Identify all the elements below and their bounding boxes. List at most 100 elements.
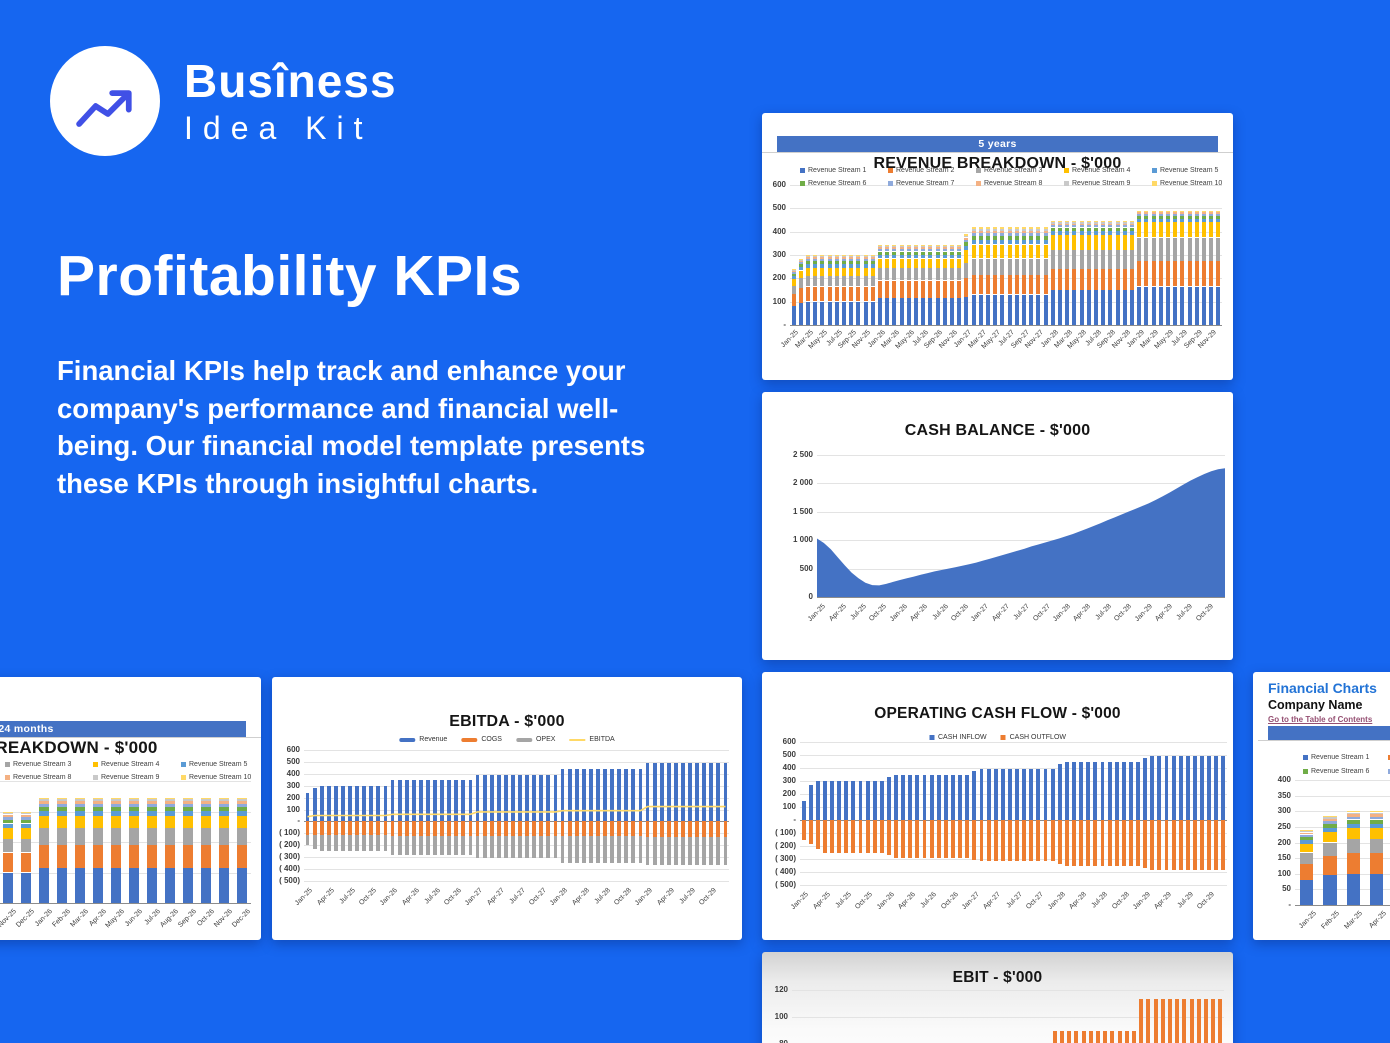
bar-segment xyxy=(885,247,890,249)
bar-segment xyxy=(1014,228,1019,231)
bar-segment xyxy=(1065,227,1070,231)
bar-segment xyxy=(942,280,947,298)
bar-segment xyxy=(489,836,494,859)
card-financial-charts: Financial Charts Company Name Go to the … xyxy=(1253,672,1390,940)
bar-segment xyxy=(681,763,685,822)
bar-segment xyxy=(182,828,194,845)
bar-segment xyxy=(877,245,883,247)
bar-segment xyxy=(957,267,962,281)
bar-segment xyxy=(1029,768,1034,820)
bar-segment xyxy=(1144,214,1149,216)
bar-segment xyxy=(1103,1030,1108,1043)
bar-segment xyxy=(851,781,856,820)
card-ebit: EBIT - $'000 12010080Jan-25Apr-25Jul-25O… xyxy=(762,952,1233,1043)
bar-segment xyxy=(971,228,976,231)
bar-segment xyxy=(1201,222,1207,238)
bar-segment xyxy=(841,261,847,265)
bar-segment xyxy=(913,267,919,281)
bar-segment xyxy=(681,821,685,837)
legend-label: Revenue Stream 3 xyxy=(13,761,72,768)
bar-segment xyxy=(844,820,849,853)
bar-segment xyxy=(1122,225,1127,228)
bar-segment xyxy=(236,803,248,807)
bar-segment xyxy=(20,816,32,820)
bar-segment xyxy=(1189,999,1194,1043)
bar-segment xyxy=(1115,222,1120,224)
bar-segment xyxy=(38,801,50,804)
bar-segment xyxy=(913,249,919,252)
bar-segment xyxy=(326,835,331,852)
bar-segment xyxy=(964,263,969,279)
bar-segment xyxy=(885,298,890,325)
bar-segment xyxy=(695,821,700,837)
bar-segment xyxy=(1346,839,1361,854)
bar-segment xyxy=(1021,230,1027,234)
y-tick-label: - xyxy=(297,816,300,826)
bar-segment xyxy=(798,288,803,303)
bar-segment xyxy=(1014,227,1019,229)
bar-segment xyxy=(56,845,68,868)
bar-segment xyxy=(913,244,919,246)
bar-segment xyxy=(397,780,402,822)
legend-label: CASH OUTFLOW xyxy=(1009,734,1067,741)
bar-segment xyxy=(1201,260,1207,287)
bar-segment xyxy=(1369,839,1384,854)
bar-segment xyxy=(1057,227,1063,231)
bar-segment xyxy=(892,298,897,325)
bar-segment xyxy=(666,836,671,865)
area-shape xyxy=(817,468,1225,597)
legend-label: Revenue Stream 4 xyxy=(1072,167,1131,174)
bar-segment xyxy=(146,867,158,903)
bar-segment xyxy=(834,264,839,268)
bar-segment xyxy=(942,249,947,252)
bar-segment xyxy=(1021,228,1027,231)
bar-segment xyxy=(1007,244,1012,259)
bar-segment xyxy=(2,872,14,903)
bar-segment xyxy=(827,301,832,325)
bar-segment xyxy=(1115,250,1120,269)
bar-segment xyxy=(146,828,158,845)
bar-segment xyxy=(659,821,664,837)
grid-line xyxy=(800,794,1227,795)
bar-segment xyxy=(1086,223,1091,226)
card-revenue-breakdown-5y: 5 years REVENUE BREAKDOWN - $'000 600 500… xyxy=(762,113,1233,380)
bar-segment xyxy=(993,274,998,295)
x-tick-label: Jan-25 xyxy=(806,603,828,624)
bar-segment xyxy=(1007,228,1012,231)
bar-segment xyxy=(1093,235,1099,251)
bar-segment xyxy=(681,836,685,865)
bar-segment xyxy=(813,255,818,256)
bar-segment xyxy=(1007,820,1012,861)
y-tick-label: 100 xyxy=(772,296,786,306)
y-tick-label: 300 xyxy=(772,250,786,259)
bar-segment xyxy=(936,775,941,820)
bar-segment xyxy=(383,785,388,822)
bar-segment xyxy=(1093,290,1099,325)
bar-segment xyxy=(38,806,50,811)
bar-segment xyxy=(56,806,68,811)
bar-segment xyxy=(877,267,883,281)
bar-segment xyxy=(1122,222,1127,224)
bar-segment xyxy=(1137,211,1142,213)
bar-segment xyxy=(798,259,803,261)
bar-segment xyxy=(1129,290,1135,325)
bar-segment xyxy=(951,775,955,820)
bar-segment xyxy=(200,828,212,845)
bar-segment xyxy=(1065,250,1070,269)
bar-segment xyxy=(1036,233,1041,236)
bar-segment xyxy=(1050,221,1055,223)
bar-segment xyxy=(567,821,572,837)
y-tick-label: 100 xyxy=(286,804,300,814)
bar-segment xyxy=(885,249,890,252)
bar-segment xyxy=(798,278,803,289)
y-tick-label: 500 xyxy=(772,203,786,213)
bar-segment xyxy=(1187,216,1192,219)
bar-segment xyxy=(1122,223,1127,226)
bar-segment xyxy=(74,801,86,804)
legend-label: EBITDA xyxy=(589,736,615,743)
table-of-contents-link[interactable]: Go to the Table of Contents xyxy=(1268,715,1373,724)
bar-segment xyxy=(943,775,948,820)
bar-segment xyxy=(913,245,919,247)
bar-segment xyxy=(908,820,913,858)
bar-segment xyxy=(1122,221,1127,223)
